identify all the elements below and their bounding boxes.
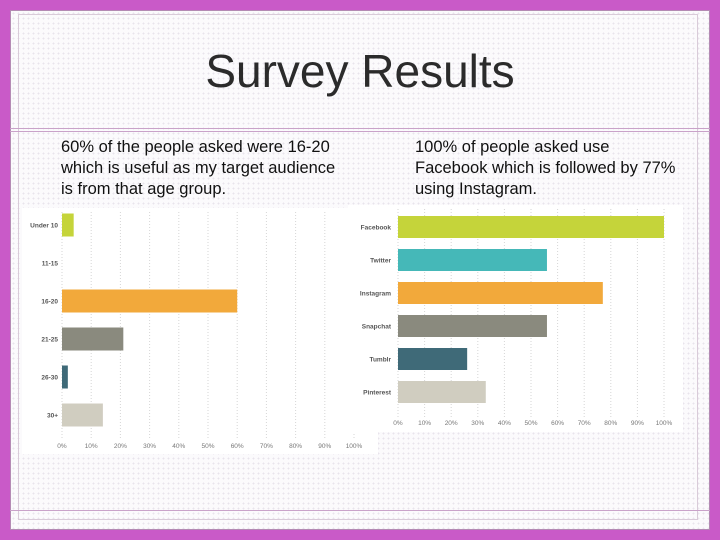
- social-chart-bar: [398, 381, 486, 403]
- age-chart-x-tick-label: 90%: [318, 443, 331, 450]
- age-chart-x-tick-label: 20%: [114, 443, 127, 450]
- right-caption: 100% of people asked use Facebook which …: [415, 138, 676, 198]
- age-chart-category-label: 21-25: [41, 337, 58, 344]
- age-chart-category-label: Under 10: [30, 223, 58, 230]
- age-chart-x-tick-label: 100%: [346, 443, 363, 450]
- age-chart-x-tick-label: 0%: [57, 443, 67, 450]
- age-chart-bar: [62, 327, 124, 351]
- left-caption: 60% of the people asked were 16-20 which…: [61, 138, 336, 198]
- title-rule-bottom: [10, 131, 710, 132]
- social-chart-x-tick-label: 100%: [656, 420, 673, 427]
- slide-title: Survey Results: [205, 45, 515, 97]
- social-chart-bar: [398, 216, 664, 238]
- age-chart-category-label: 26-30: [41, 375, 58, 382]
- age-chart-category-label: 16-20: [41, 299, 58, 306]
- social-chart-x-tick-label: 20%: [445, 420, 458, 427]
- age-chart: 0% 10% 20% 30% 40% 50% 60% 70% 80% 90% 100% Under 1…: [22, 208, 378, 454]
- social-chart-bar: [398, 282, 603, 304]
- social-media-chart-svg: 0% 10% 20% 30% 40% 50% 60% 70% 80% 90% 100% Faceboo…: [360, 209, 673, 427]
- social-chart-bar: [398, 348, 468, 370]
- age-chart-bar: [62, 289, 238, 313]
- social-chart-x-tick-label: 90%: [631, 420, 644, 427]
- footer-rule: [10, 510, 710, 511]
- age-chart-bar: [62, 403, 103, 427]
- age-chart-category-label: 30+: [47, 413, 58, 420]
- age-chart-category-label: 11-15: [42, 261, 59, 268]
- social-chart-category-label: Tumblr: [369, 357, 391, 364]
- social-chart-category-label: Pinterest: [363, 390, 392, 397]
- age-chart-svg: 0% 10% 20% 30% 40% 50% 60% 70% 80% 90% 100% Under 1…: [30, 212, 363, 450]
- age-chart-x-tick-label: 80%: [289, 443, 302, 450]
- age-chart-x-tick-label: 40%: [172, 443, 185, 450]
- social-chart-x-tick-label: 10%: [418, 420, 431, 427]
- social-chart-category-label: Instagram: [360, 291, 391, 298]
- age-chart-x-tick-label: 10%: [85, 443, 98, 450]
- age-chart-bar: [62, 213, 74, 237]
- social-chart-bar: [398, 249, 547, 271]
- social-chart-x-tick-label: 50%: [524, 420, 537, 427]
- social-chart-category-label: Facebook: [361, 225, 392, 232]
- social-chart-category-label: Twitter: [370, 258, 391, 265]
- social-media-chart: 0% 10% 20% 30% 40% 50% 60% 70% 80% 90% 100% Faceboo…: [348, 205, 683, 432]
- age-chart-x-tick-label: 30%: [143, 443, 156, 450]
- social-chart-x-tick-label: 30%: [471, 420, 484, 427]
- social-chart-x-tick-label: 70%: [578, 420, 591, 427]
- social-chart-x-tick-label: 0%: [393, 420, 403, 427]
- social-chart-bar: [398, 315, 547, 337]
- age-chart-x-tick-label: 70%: [260, 443, 273, 450]
- age-chart-x-tick-label: 50%: [201, 443, 214, 450]
- age-chart-x-tick-label: 60%: [231, 443, 244, 450]
- title-rule-top: [10, 128, 710, 129]
- social-chart-x-tick-label: 80%: [604, 420, 617, 427]
- social-chart-category-label: Snapchat: [362, 324, 392, 331]
- social-chart-x-tick-label: 40%: [498, 420, 511, 427]
- age-chart-bar: [62, 365, 68, 389]
- social-chart-x-tick-label: 60%: [551, 420, 564, 427]
